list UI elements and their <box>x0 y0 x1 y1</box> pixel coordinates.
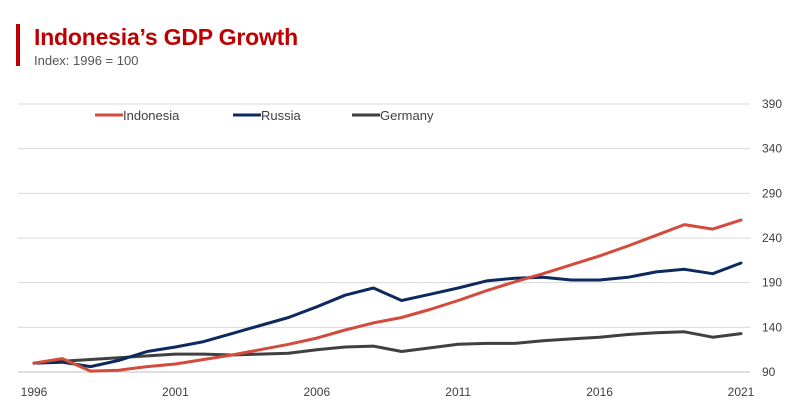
y-tick-label: 340 <box>762 142 782 156</box>
x-axis-ticks: 1996 2001 2006 2011 2016 2021 <box>21 385 755 399</box>
y-tick-label: 290 <box>762 186 782 200</box>
series-line-germany <box>32 330 743 365</box>
x-tick-label: 2016 <box>586 385 613 399</box>
legend-label-russia: Russia <box>261 108 302 123</box>
x-tick-label: 2006 <box>303 385 330 399</box>
legend-label-indonesia: Indonesia <box>123 108 180 123</box>
gridlines <box>18 103 750 373</box>
y-tick-label: 90 <box>762 365 776 379</box>
x-tick-label: 1996 <box>21 385 48 399</box>
y-tick-label: 140 <box>762 320 782 334</box>
y-tick-label: 190 <box>762 276 782 290</box>
series-lines <box>32 218 743 373</box>
x-tick-label: 2011 <box>445 385 471 399</box>
chart-title: Indonesia’s GDP Growth <box>34 24 298 50</box>
chart-subtitle: Index: 1996 = 100 <box>34 53 139 68</box>
x-tick-label: 2001 <box>162 385 189 399</box>
y-tick-label: 240 <box>762 231 782 245</box>
title-accent-bar <box>16 24 20 66</box>
legend-label-germany: Germany <box>380 108 434 123</box>
legend: Indonesia Russia Germany <box>95 108 434 123</box>
y-axis-ticks: 390 340 290 240 190 140 90 <box>762 97 782 379</box>
series-line-russia <box>32 261 743 369</box>
series-line-indonesia <box>32 218 743 373</box>
y-tick-label: 390 <box>762 97 782 111</box>
x-tick-label: 2021 <box>728 385 755 399</box>
